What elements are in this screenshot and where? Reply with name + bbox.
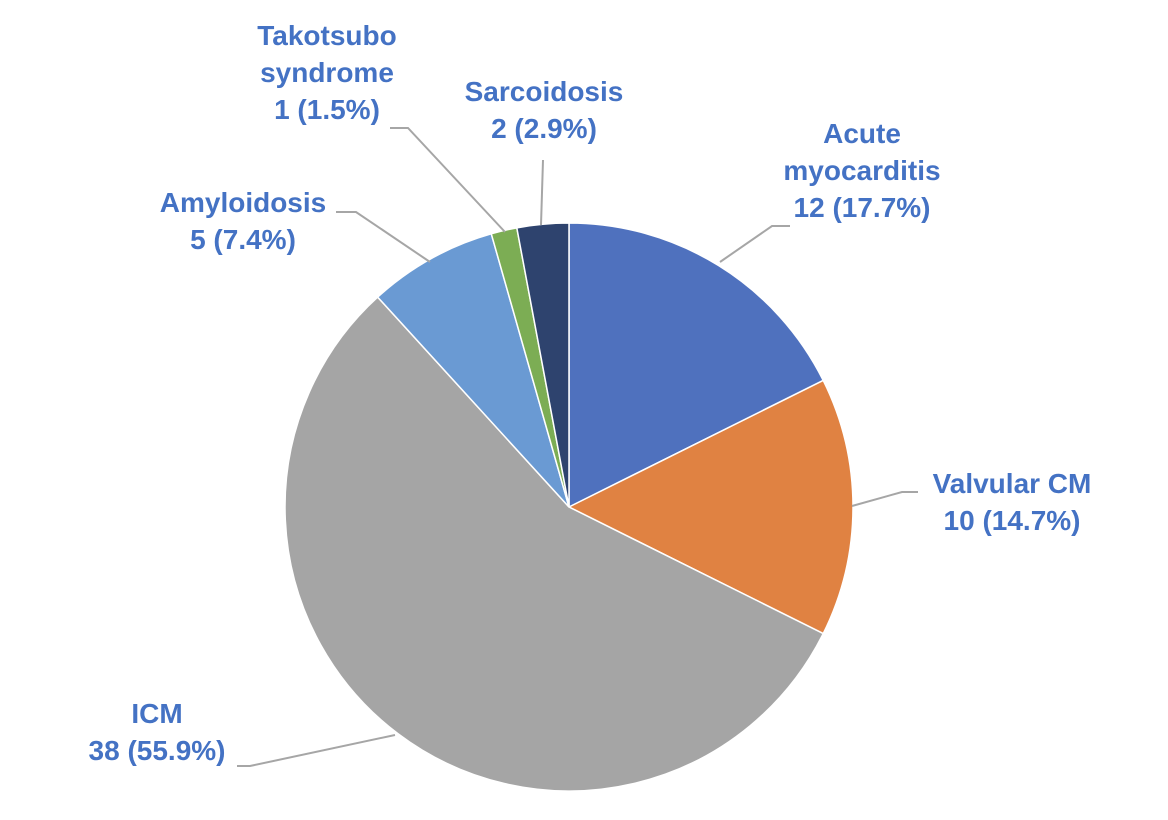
data-label-name: Takotsubo bbox=[257, 20, 396, 51]
data-label-value: 38 (55.9%) bbox=[89, 735, 226, 766]
leader-line-acute-myocarditis bbox=[719, 225, 790, 263]
leader-line-takotsubo-syndrome bbox=[390, 127, 506, 233]
pie-slices bbox=[284, 222, 854, 792]
leader-line-amyloidosis bbox=[336, 211, 431, 263]
data-label-name: myocarditis bbox=[783, 155, 940, 186]
data-label-acute-myocarditis: Acute myocarditis 12 (17.7%) bbox=[783, 118, 940, 223]
data-label-value: 2 (2.9%) bbox=[491, 113, 597, 144]
data-label-name: Sarcoidosis bbox=[465, 76, 624, 107]
data-label-value: 10 (14.7%) bbox=[944, 505, 1081, 536]
leader-line-valvular-cm bbox=[851, 491, 918, 507]
pie-slice-amyloidosis bbox=[376, 232, 570, 508]
leader-line-sarcoidosis bbox=[540, 159, 544, 226]
pie-slice-acute-myocarditis bbox=[568, 222, 825, 509]
data-label-icm: ICM 38 (55.9%) bbox=[89, 698, 226, 766]
data-label-name: Amyloidosis bbox=[160, 187, 326, 218]
leader-line-icm bbox=[237, 734, 396, 767]
data-label-value: 1 (1.5%) bbox=[274, 94, 380, 125]
leader-lines bbox=[237, 127, 918, 767]
data-label-name: Acute bbox=[823, 118, 901, 149]
data-label-name: ICM bbox=[131, 698, 182, 729]
data-label-value: 5 (7.4%) bbox=[190, 224, 296, 255]
data-label-name: Valvular CM bbox=[933, 468, 1092, 499]
data-labels: Acute myocarditis 12 (17.7%) Valvular CM 10 … bbox=[89, 20, 1092, 766]
pie-slice-icm bbox=[284, 296, 825, 792]
pie-slice-valvular-cm bbox=[567, 379, 854, 635]
data-label-value: 12 (17.7%) bbox=[794, 192, 931, 223]
data-label-amyloidosis: Amyloidosis 5 (7.4%) bbox=[160, 187, 326, 255]
data-label-name: syndrome bbox=[260, 57, 394, 88]
data-label-valvular-cm: Valvular CM 10 (14.7%) bbox=[933, 468, 1092, 536]
pie-slice-sarcoidosis bbox=[515, 222, 570, 508]
data-label-takotsubo-syndrome: Takotsubo syndrome 1 (1.5%) bbox=[257, 20, 396, 125]
data-label-sarcoidosis: Sarcoidosis 2 (2.9%) bbox=[465, 76, 624, 144]
